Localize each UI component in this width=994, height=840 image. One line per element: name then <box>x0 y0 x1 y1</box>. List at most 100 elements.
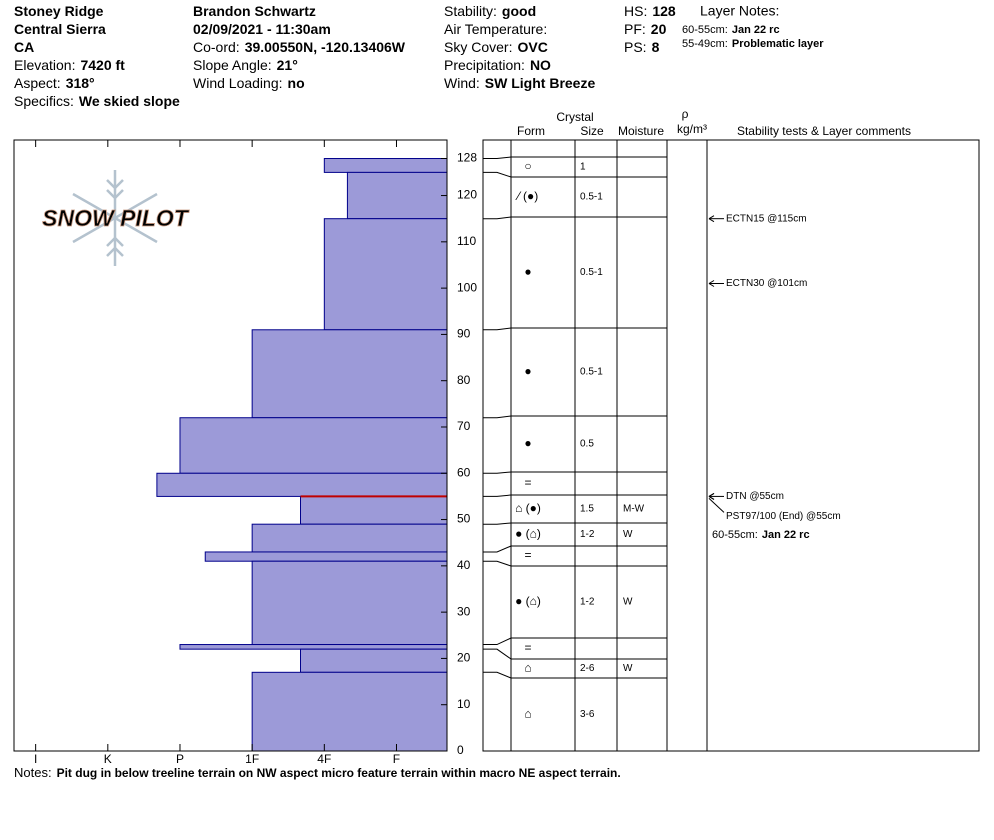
header-field: Stability: good <box>444 3 536 19</box>
x-tick-label: 4F <box>317 752 331 766</box>
field-value: 318° <box>66 75 95 91</box>
header-field: 02/09/2021 - 11:30am <box>193 21 331 37</box>
grain-form: = <box>524 548 531 562</box>
arrow-head <box>708 215 715 223</box>
y-tick-label: 60 <box>457 465 471 479</box>
grain-form: ○ <box>524 159 531 173</box>
hardness-layer <box>323 158 448 173</box>
field-label: Air Temperature: <box>444 21 547 37</box>
table-header: Size <box>580 124 604 138</box>
field-value: We skied slope <box>79 93 180 109</box>
hardness-layer <box>251 329 448 419</box>
header-field: Elevation: 7420 ft <box>14 57 125 73</box>
hardness-layer <box>300 648 448 673</box>
hardness-layer <box>251 523 448 553</box>
field-label: Sky Cover: <box>444 39 512 55</box>
moisture: W <box>623 597 633 608</box>
hardness-layer <box>179 417 448 474</box>
moisture: W <box>623 529 633 540</box>
snowflake-logo <box>72 170 158 266</box>
depth-connector <box>483 156 512 160</box>
field-label: Wind: <box>444 75 480 91</box>
test-arrow <box>708 498 725 513</box>
depth-connector <box>483 216 512 220</box>
table-header: Form <box>517 124 545 138</box>
y-tick-label: 70 <box>457 419 471 433</box>
y-tick-label: 110 <box>457 234 476 248</box>
field-value: 128 <box>652 3 676 19</box>
header-field: HS: 128 <box>624 3 676 19</box>
grain-form: ⁄ (●) <box>515 189 539 203</box>
stability-test: ECTN15 @115cm <box>726 213 807 224</box>
header-field: Co-ord: 39.00550N, -120.13406W <box>193 39 406 55</box>
depth-connector <box>483 560 512 567</box>
y-tick-label: 120 <box>457 188 477 202</box>
layer-note: 55-49cm: Problematic layer <box>682 38 824 50</box>
arrow-head <box>708 492 715 500</box>
field-label: Elevation: <box>14 57 75 73</box>
field-label: Stability: <box>444 3 497 19</box>
field-label: PF: <box>624 21 646 37</box>
field-label: PS: <box>624 39 647 55</box>
stability-test: PST97/100 (End) @55cm <box>726 511 841 522</box>
header-field: Slope Angle: 21° <box>193 57 298 73</box>
depth-connector <box>483 415 512 419</box>
depth-connector <box>483 648 512 660</box>
depth-connector <box>483 171 512 178</box>
depth-connector <box>483 522 512 525</box>
field-value: Brandon Schwartz <box>193 3 316 19</box>
comment-text: Jan 22 rc <box>762 529 810 541</box>
grain-size: 0.5-1 <box>580 267 603 278</box>
grain-size: 0.5-1 <box>580 192 603 203</box>
header-field: Wind: SW Light Breeze <box>444 75 595 91</box>
y-tick-label: 50 <box>457 512 471 526</box>
grain-form: = <box>524 476 531 490</box>
moisture: W <box>623 663 633 674</box>
x-tick-label: F <box>393 752 400 766</box>
y-tick-label: 80 <box>457 373 471 387</box>
field-label: Wind Loading: <box>193 75 283 91</box>
field-label: Specifics: <box>14 93 74 109</box>
moisture: M-W <box>623 504 645 515</box>
field-value: Stoney Ridge <box>14 3 104 19</box>
layer-notes-title: Layer Notes: <box>700 3 779 19</box>
header-field: Brandon Schwartz <box>193 3 316 19</box>
field-value: SW Light Breeze <box>485 75 596 91</box>
table-header: Crystal <box>556 110 593 124</box>
notes-text: Pit dug in below treeline terrain on NW … <box>57 766 621 780</box>
table-header: ρ <box>682 107 689 121</box>
notes: Notes: Pit dug in below treeline terrain … <box>14 765 621 780</box>
logo-text: SNOW PILOT <box>42 205 190 231</box>
hardness-layer <box>251 671 448 752</box>
grain-size: 0.5-1 <box>580 367 603 378</box>
header-field: Sky Cover: OVC <box>444 39 548 55</box>
field-label: Aspect: <box>14 75 61 91</box>
hardness-layer <box>346 171 448 220</box>
x-tick-label: K <box>104 752 112 766</box>
header-field: PF: 20 <box>624 21 667 37</box>
depth-connector <box>483 471 512 474</box>
grain-size: 1 <box>580 162 586 173</box>
header-field: CA <box>14 39 34 55</box>
arrow-head <box>708 280 715 287</box>
grain-size: 1-2 <box>580 597 595 608</box>
y-tick-label: 100 <box>457 280 477 294</box>
header-field: Central Sierra <box>14 21 106 37</box>
header-field: Precipitation: NO <box>444 57 551 73</box>
profile-border <box>13 139 448 752</box>
notes-label: Notes: <box>14 765 52 780</box>
grain-form: ● <box>524 436 531 450</box>
hardness-layer <box>179 644 448 650</box>
field-value: OVC <box>517 39 547 55</box>
field-value: 39.00550N, -120.13406W <box>245 39 406 55</box>
header-field: Specifics: We skied slope <box>14 93 180 109</box>
hardness-layer <box>251 560 448 646</box>
hardness-layer <box>204 551 448 562</box>
field-value: good <box>502 3 536 19</box>
comment-depth: 60-55cm: <box>712 529 758 541</box>
field-value: no <box>288 75 305 91</box>
field-label: Precipitation: <box>444 57 525 73</box>
grain-form: ● <box>524 364 531 378</box>
note-text: Problematic layer <box>732 38 824 50</box>
layer-comment: 60-55cm: Jan 22 rc <box>712 529 810 541</box>
